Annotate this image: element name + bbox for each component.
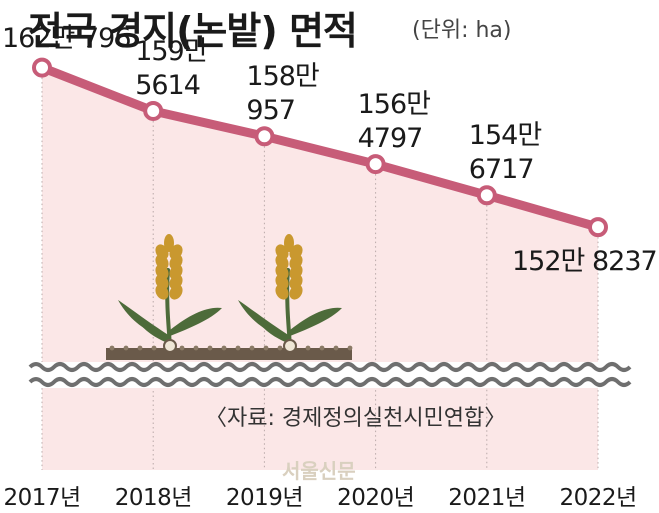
soil-speck <box>109 345 115 351</box>
data-label: 152만 8237 <box>512 245 658 279</box>
data-point <box>143 100 164 121</box>
data-label-line: 159만 <box>135 35 208 67</box>
data-label-line: 162만 796 <box>2 22 131 54</box>
wave-line <box>28 377 632 387</box>
data-label-line: 158만 <box>246 61 319 93</box>
soil-speck <box>123 345 129 351</box>
soil-speck <box>347 345 353 351</box>
x-tick-label: 2022년 <box>559 485 638 511</box>
wave-line <box>28 362 632 372</box>
soil-speck <box>319 345 325 351</box>
x-tick-label: 2019년 <box>225 485 304 511</box>
data-point <box>476 185 497 206</box>
data-point <box>588 217 608 238</box>
x-tick-label: 2018년 <box>114 485 193 511</box>
soil-speck <box>305 345 311 351</box>
series-line <box>37 63 603 232</box>
data-label: 162만 796 <box>2 22 131 56</box>
data-label-line: 5614 <box>135 69 201 101</box>
soil-speck <box>249 345 255 351</box>
x-tick-label: 2017년 <box>3 485 82 511</box>
rice-plant <box>238 234 342 353</box>
unit-label: (단위: ha) <box>412 18 512 43</box>
rice-plant <box>118 234 222 353</box>
grain-tip <box>164 234 174 252</box>
soil-speck <box>263 345 269 351</box>
soil-speck <box>207 345 213 351</box>
data-label: 159만 5614 <box>135 35 208 103</box>
plant-leaf <box>170 307 222 336</box>
soil-speck <box>137 345 143 351</box>
plant-leaf <box>260 323 290 344</box>
plant-leaf <box>290 307 342 336</box>
soil-speck <box>193 345 199 351</box>
x-tick-label: 2020년 <box>337 485 415 511</box>
grain-tip <box>284 234 294 252</box>
data-label-line: 4797 <box>357 123 424 155</box>
data-label: 158만 957 <box>246 60 319 128</box>
data-label: 156만 4797 <box>357 88 431 156</box>
soil-speck <box>151 345 157 351</box>
data-label-line: 152만 8237 <box>512 246 658 278</box>
soil-speck <box>235 345 241 351</box>
soil-strip <box>232 348 352 360</box>
data-point <box>254 126 275 147</box>
data-label: 154만 6717 <box>468 119 542 187</box>
plant-leaf <box>238 300 290 340</box>
watermark: 서울신문 <box>282 459 356 483</box>
soil-speck <box>179 345 185 351</box>
source-note: 〈자료: 경제정의실천시민연합〉 <box>205 406 507 431</box>
x-tick-label: 2021년 <box>448 485 526 511</box>
soil-speck <box>333 345 339 351</box>
plant-root <box>163 339 177 353</box>
chart-title: 전국 경지(논밭) 면적 <box>28 9 358 53</box>
plant-leaf <box>140 323 170 344</box>
data-point <box>365 154 386 175</box>
soil-speck <box>221 345 227 351</box>
plant-leaf <box>118 300 170 340</box>
plant-root <box>283 339 297 353</box>
data-label-line: 154만 <box>468 120 542 152</box>
data-label-line: 957 <box>246 95 296 127</box>
data-label-line: 6717 <box>468 154 535 186</box>
soil-strip <box>106 348 232 360</box>
data-label-line: 156만 <box>357 89 431 121</box>
soil-speck <box>277 345 283 351</box>
data-point <box>32 57 52 78</box>
